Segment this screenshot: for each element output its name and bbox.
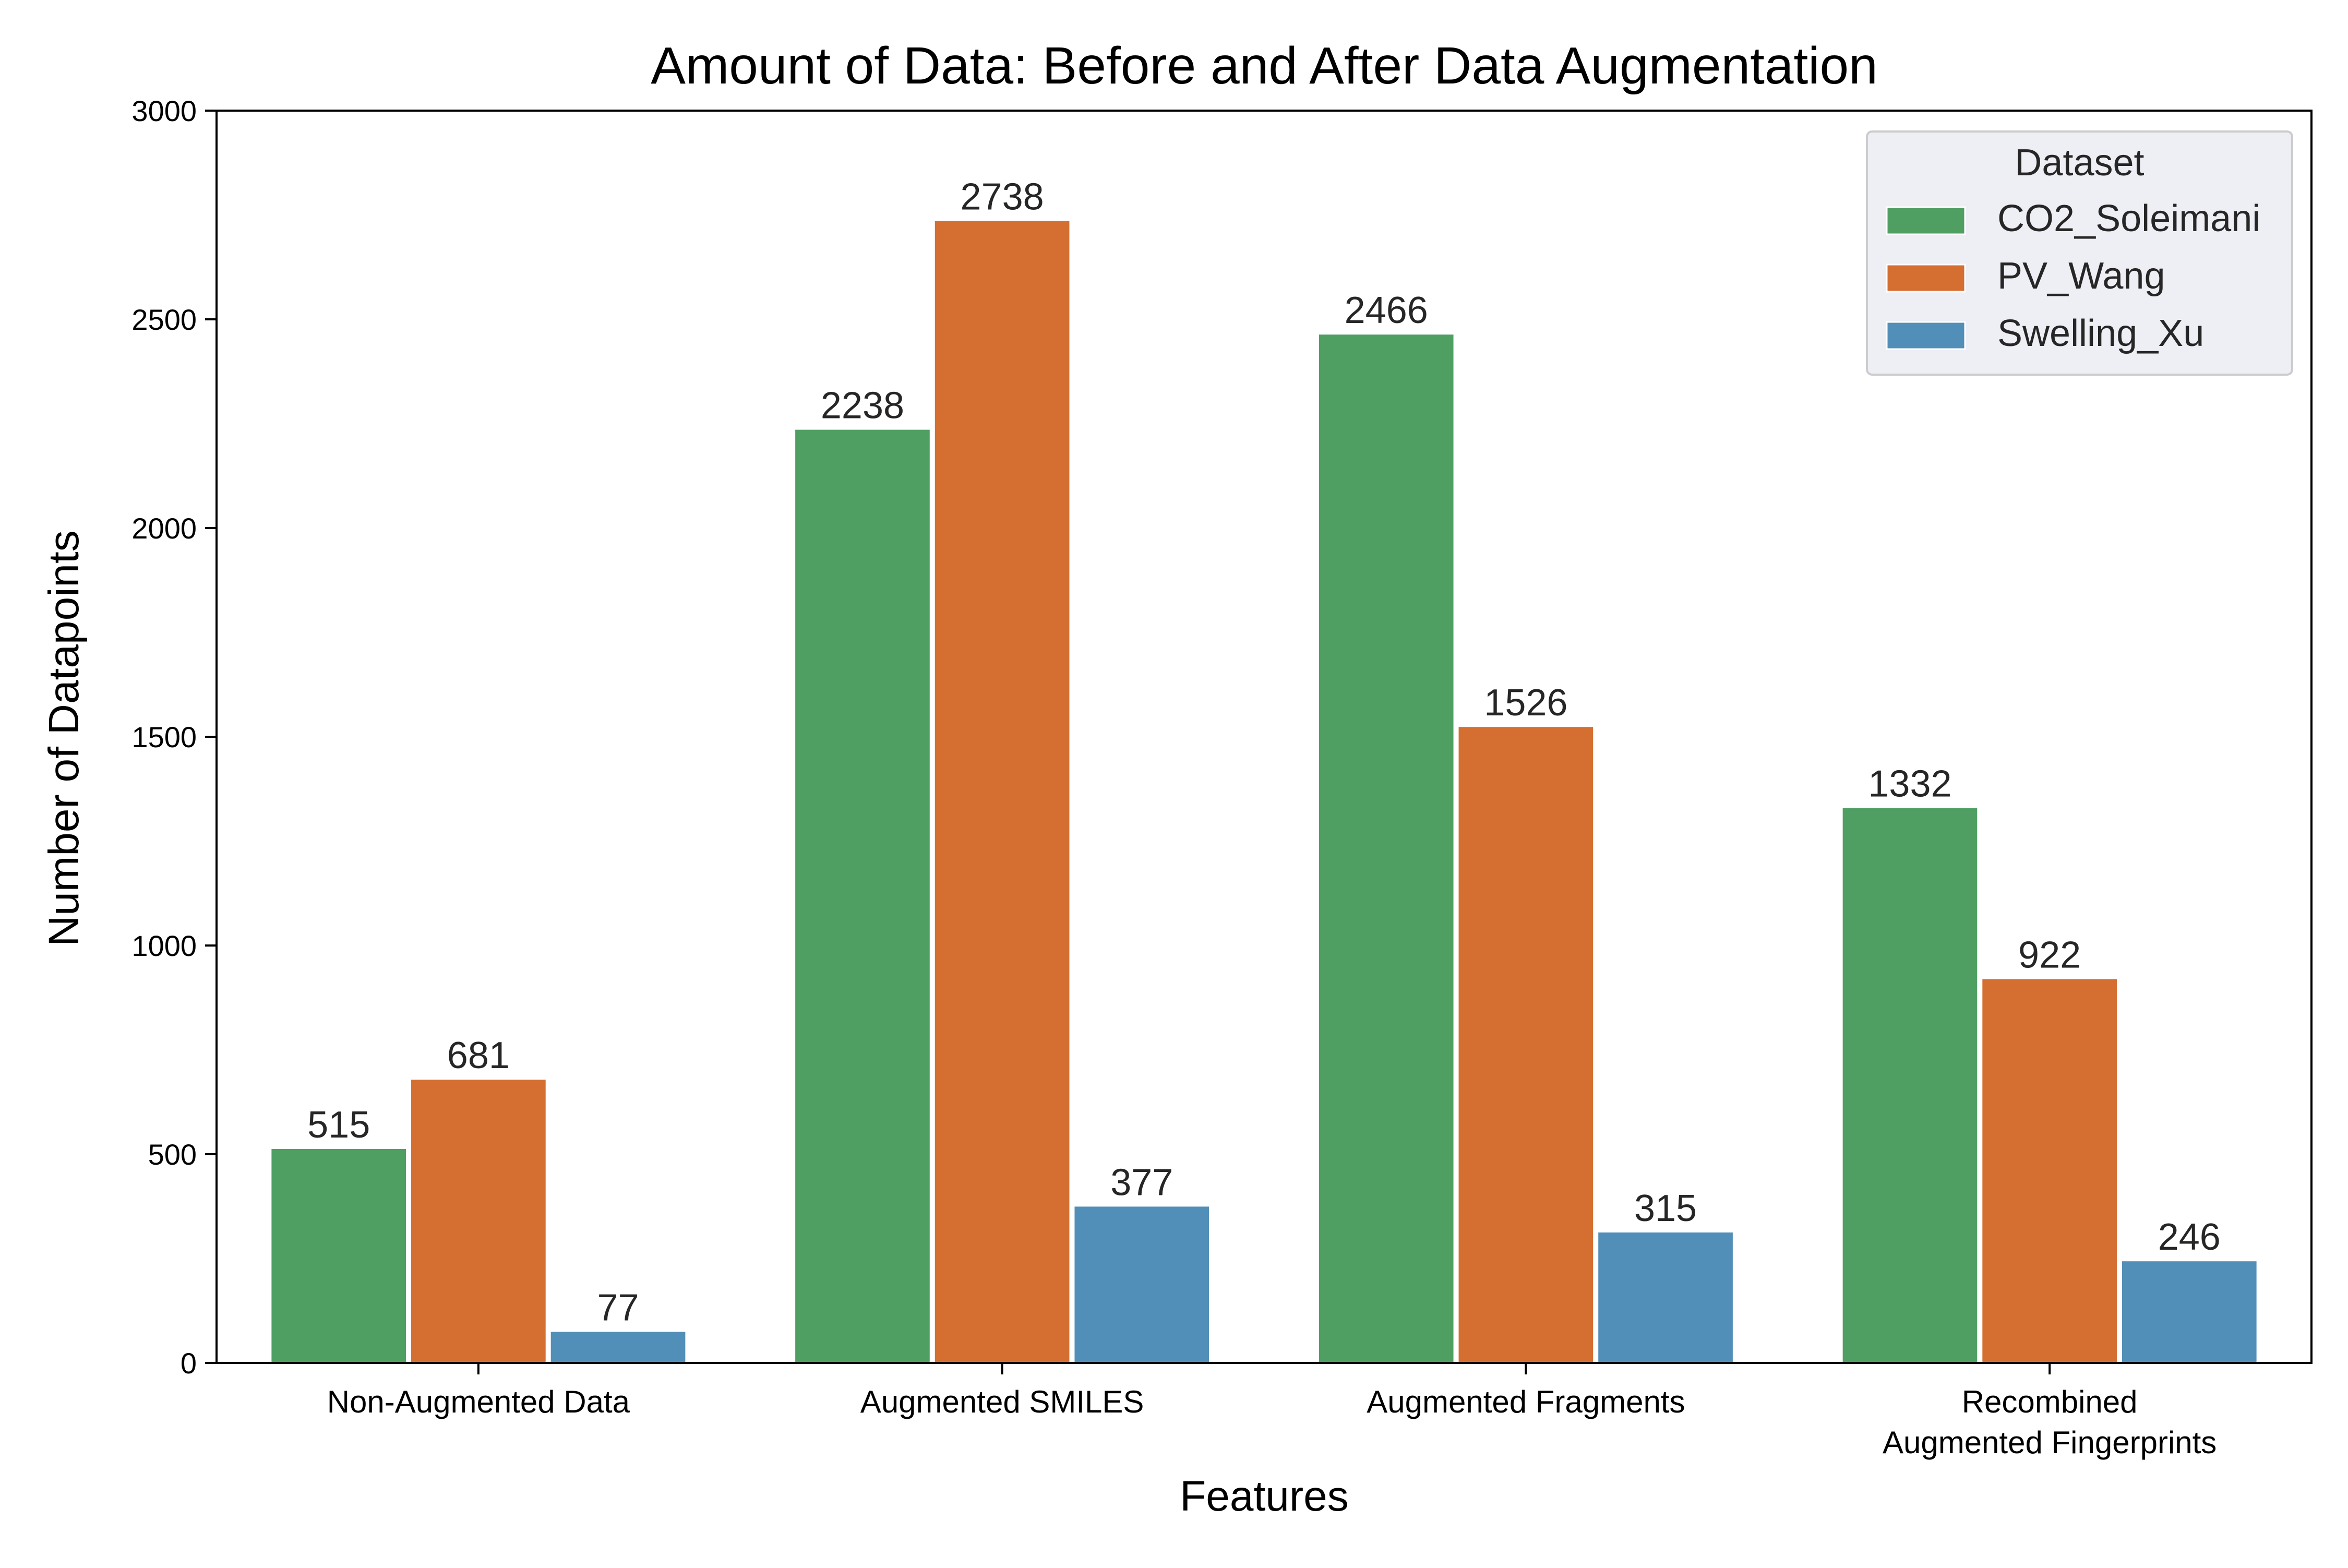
y-tick-label: 3000 [131, 94, 197, 127]
bar [1316, 332, 1456, 1364]
bar-value-label: 1526 [1484, 682, 1567, 724]
bar-value-label: 246 [2158, 1216, 2221, 1258]
x-tick-label: Augmented Fragments [1367, 1384, 1685, 1419]
bar [2119, 1259, 2259, 1364]
plot-frame [215, 110, 2313, 1364]
bar [269, 1147, 409, 1364]
bar-value-label: 2738 [961, 176, 1044, 218]
bar-value-label: 2466 [1345, 290, 1428, 331]
y-tick-label: 1000 [131, 929, 197, 962]
bar-value-label: 1332 [1868, 763, 1951, 805]
legend-entry-label: CO2_Soleimani [1997, 198, 2260, 240]
x-tick-label: Non-Augmented Data [327, 1384, 630, 1419]
y-tick-label: 2000 [131, 512, 197, 545]
bar [1980, 977, 2119, 1364]
x-tick-label-line: Augmented SMILES [860, 1384, 1144, 1419]
y-axis: 0 500 1000 1500 2000 2500 3000 [131, 94, 217, 1380]
x-tick-label: Augmented SMILES [860, 1384, 1144, 1419]
x-tick-label-line: Non-Augmented Data [327, 1384, 630, 1419]
bar [1072, 1204, 1212, 1364]
bar-value-label: 681 [447, 1035, 510, 1076]
x-tick-label-line: Recombined [1962, 1384, 2138, 1419]
legend-entry-label: PV_Wang [1997, 255, 2165, 297]
legend-swatch [1886, 321, 1966, 350]
bar [548, 1330, 688, 1364]
legend-swatch [1886, 264, 1966, 293]
bar [793, 427, 932, 1364]
bar-value-label: 377 [1110, 1162, 1173, 1203]
bar-value-label: 77 [597, 1287, 639, 1328]
bar-labels-layer: 515 2238 2466 1332 681 2738 1526 922 77 377 315 246 [307, 176, 2221, 1329]
bar [1456, 725, 1596, 1364]
y-tick-label: 0 [181, 1347, 197, 1380]
bar [1840, 806, 1980, 1364]
y-axis-label: Number of Datapoints [40, 530, 88, 947]
bar [409, 1078, 548, 1364]
y-tick-label: 1500 [131, 721, 197, 753]
bar-value-label: 922 [2018, 934, 2081, 976]
legend: Dataset CO2_Soleimani PV_Wang Swelling_Xu [1866, 130, 2293, 376]
x-axis: Non-Augmented Data Augmented SMILES Augmen… [327, 1363, 2217, 1460]
x-tick-label: Recombined Augmented Fingerprints [1883, 1384, 2217, 1460]
legend-swatch [1886, 206, 1966, 235]
bar [932, 219, 1072, 1364]
bar [1596, 1230, 1735, 1364]
legend-entry-label: Swelling_Xu [1997, 313, 2204, 354]
bar-value-label: 2238 [821, 385, 904, 427]
y-tick-label: 2500 [131, 303, 197, 336]
bar-value-label: 515 [307, 1104, 370, 1146]
x-axis-label: Features [1180, 1473, 1349, 1520]
legend-title: Dataset [2015, 142, 2144, 184]
y-tick-label: 500 [148, 1138, 197, 1171]
bars-layer [269, 219, 2259, 1364]
legend-box [1866, 130, 2293, 376]
x-tick-label-line: Augmented Fragments [1367, 1384, 1685, 1419]
x-tick-label-line: Augmented Fingerprints [1883, 1425, 2217, 1460]
chart-title: Amount of Data: Before and After Data Au… [651, 37, 1877, 95]
bar-value-label: 315 [1634, 1188, 1697, 1229]
